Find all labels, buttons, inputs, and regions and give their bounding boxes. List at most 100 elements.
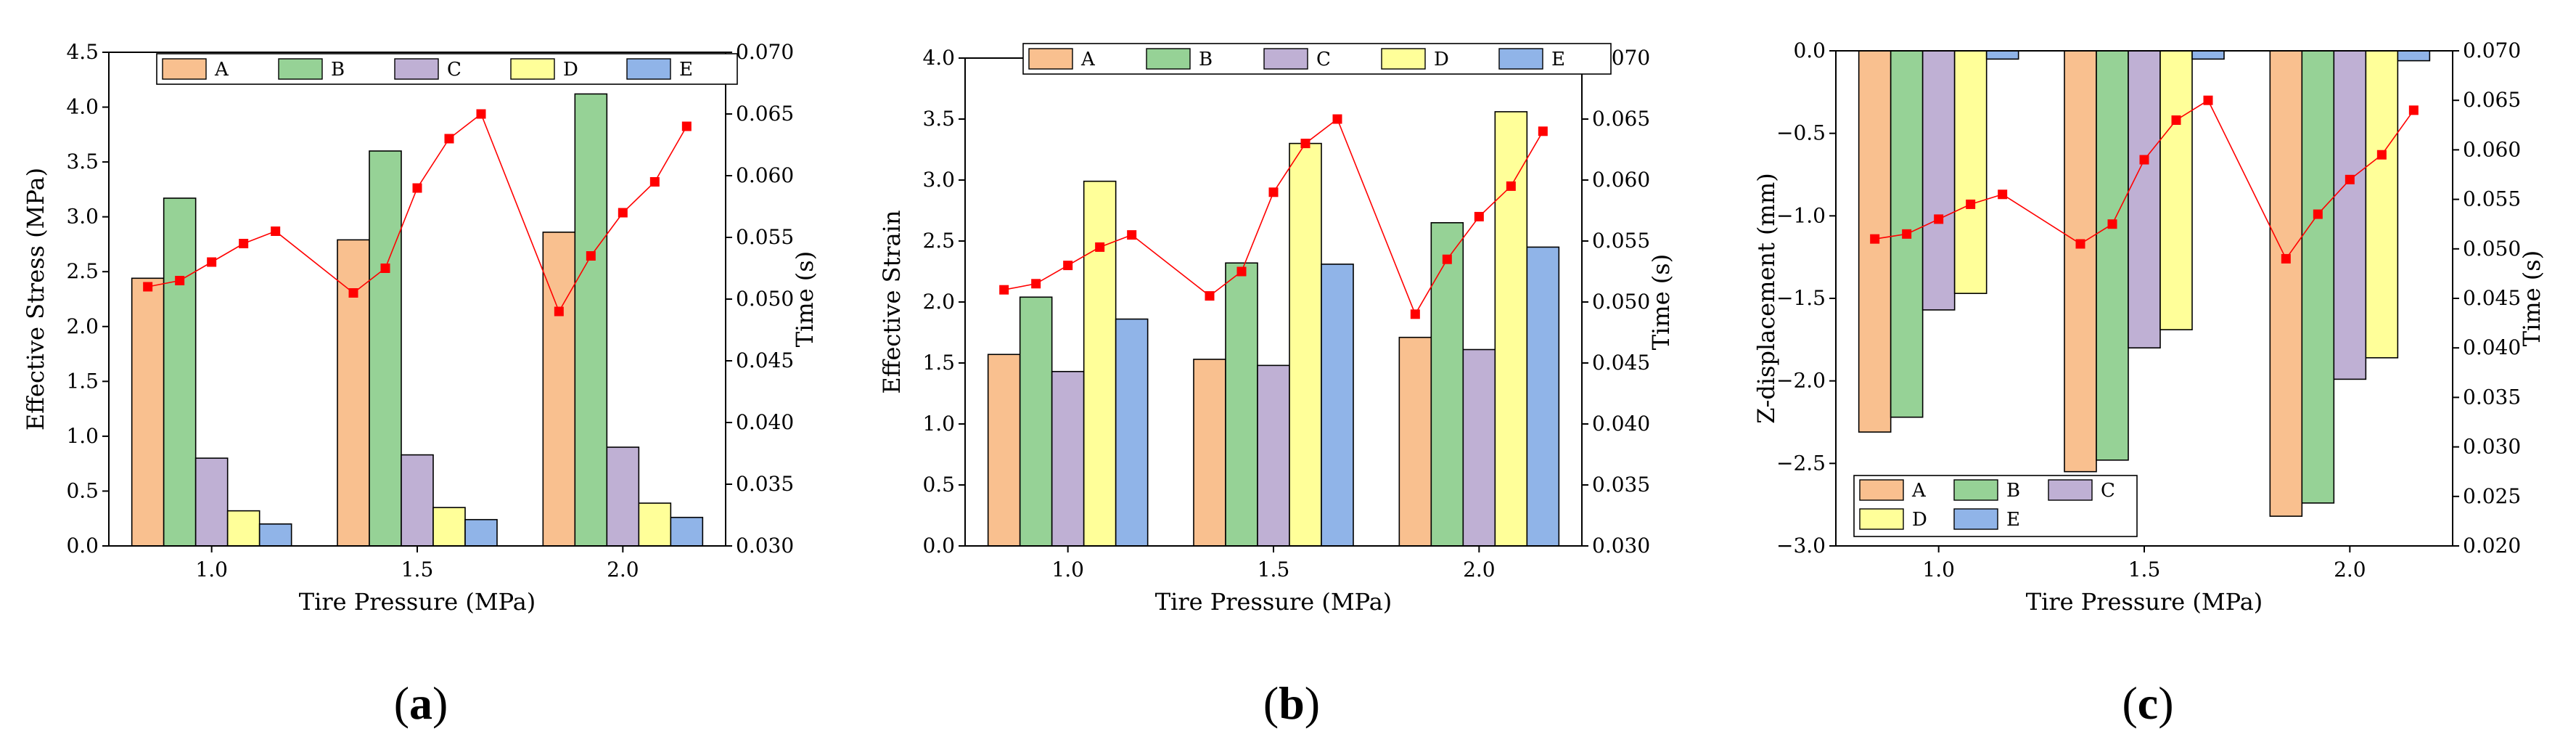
y2-axis-label: Time (s) <box>2518 250 2546 346</box>
time-series-marker <box>618 208 628 218</box>
chart-panel: 0.0 0.5 1.0 1.5 2.0 2.5 3.0 3.5 4.0 0.030 0.035 0.0… <box>878 43 1675 616</box>
legend-label: C <box>2101 480 2115 502</box>
y2-tick-label: 0.070 <box>736 40 794 64</box>
time-series-marker <box>1474 211 1484 221</box>
y2-tick-label: 0.050 <box>736 287 794 311</box>
time-series-marker <box>1095 242 1105 252</box>
legend-label: D <box>1912 509 1927 531</box>
y-tick-label: −0.5 <box>1776 121 1826 145</box>
bar <box>1985 50 2019 60</box>
y-tick-label: 3.0 <box>66 205 99 229</box>
x-tick-label: 2.0 <box>2334 558 2366 581</box>
time-series-marker <box>1127 230 1137 240</box>
bar <box>1921 50 1956 311</box>
time-series-marker <box>2345 174 2355 184</box>
y-tick-label: 0.5 <box>66 478 99 502</box>
bar <box>1225 262 1258 547</box>
time-series-marker <box>1236 266 1247 277</box>
y2-tick-label: 0.055 <box>2463 187 2521 211</box>
y2-tick-label: 0.040 <box>1592 412 1650 436</box>
bar <box>2301 50 2335 504</box>
legend-swatch <box>510 58 555 80</box>
legend-label: D <box>1434 49 1449 70</box>
time-series-marker <box>1442 254 1452 264</box>
bar <box>2333 50 2367 380</box>
chart-panel: −3.0 −2.5 −2.0 −1.5 −1.0 −0.5 0.0 0.020 0.025 0.0… <box>1752 38 2546 616</box>
y-tick-label: 0.0 <box>1793 38 1826 62</box>
legend-swatch <box>394 58 439 80</box>
time-series-marker <box>271 226 281 236</box>
legend-label: A <box>1911 480 1927 502</box>
y2-tick-label: 0.055 <box>736 225 794 249</box>
time-series-marker <box>175 276 185 285</box>
y-tick-label: 0.0 <box>922 534 955 558</box>
time-series-marker <box>412 183 422 193</box>
panel-label-paren: ) <box>432 677 448 729</box>
y-axis-label: Effective Strain <box>878 210 906 393</box>
chart-panel: 0.0 0.5 1.0 1.5 2.0 2.5 3.0 3.5 4.0 4.5 0.030 0.035… <box>22 40 819 616</box>
legend-swatch <box>278 58 323 80</box>
y-axis-label: Z-displacement (mm) <box>1752 173 1780 423</box>
time-series-marker <box>681 121 692 131</box>
time-series-marker <box>143 282 153 292</box>
panel-label-paren: ( <box>2122 677 2137 729</box>
y-tick-label: 2.5 <box>922 229 955 253</box>
y-tick-label: 2.0 <box>922 290 955 314</box>
time-series-marker <box>2281 253 2291 264</box>
bar <box>226 510 261 547</box>
time-series-marker <box>1998 189 2008 200</box>
time-series-marker <box>348 288 358 298</box>
legend-swatch <box>1953 508 1998 530</box>
bar <box>574 93 608 547</box>
legend-label: C <box>447 59 462 81</box>
time-series-marker <box>1902 229 1912 239</box>
bar <box>337 239 370 547</box>
x-axis-label: Tire Pressure (MPa) <box>1155 588 1392 616</box>
legend-label: B <box>2006 480 2020 502</box>
bar <box>1494 111 1528 547</box>
y-tick-label: 2.0 <box>66 314 99 338</box>
bar <box>369 150 402 547</box>
y-tick-label: −2.0 <box>1776 369 1826 393</box>
time-series-marker <box>2313 209 2323 219</box>
legend-swatch <box>1263 48 1308 70</box>
legend-swatch <box>1146 48 1191 70</box>
panel-label-paren: ) <box>2158 677 2173 729</box>
y2-axis-label: Time (s) <box>1647 254 1675 350</box>
bar <box>1051 370 1085 547</box>
legend-swatch <box>162 58 207 80</box>
time-series-marker <box>1300 139 1310 149</box>
legend-swatch <box>1953 479 1998 501</box>
bar <box>606 446 640 547</box>
legend: A B C D E <box>156 53 738 85</box>
y-tick-label: −3.0 <box>1776 534 1826 558</box>
x-tick-label: 1.0 <box>1922 558 1955 581</box>
time-series-marker <box>2075 239 2085 249</box>
bar <box>2064 50 2097 473</box>
panel-label-letter: c <box>2138 677 2158 729</box>
bar <box>163 197 197 547</box>
bar <box>638 502 672 547</box>
y2-tick-label: 0.045 <box>1592 351 1650 375</box>
panel-label-paren: ( <box>1263 677 1279 729</box>
time-series-marker <box>1870 234 1880 244</box>
bar <box>987 354 1021 547</box>
y-tick-label: 1.0 <box>922 412 955 436</box>
time-series-marker <box>999 285 1009 295</box>
y2-tick-label: 0.035 <box>736 472 794 496</box>
x-tick-label: 2.0 <box>607 558 639 581</box>
time-series-marker <box>2376 150 2387 160</box>
bar <box>1398 336 1432 547</box>
bar <box>2128 50 2161 349</box>
y2-tick-label: 0.045 <box>736 348 794 372</box>
y2-tick-label: 0.060 <box>736 163 794 187</box>
y2-tick-label: 0.040 <box>736 410 794 434</box>
x-tick-label: 1.0 <box>1051 558 1084 581</box>
bar <box>1526 246 1560 547</box>
y2-axis-label: Time (s) <box>791 251 819 347</box>
y2-tick-label: 0.050 <box>2463 237 2521 261</box>
bar <box>2159 50 2193 330</box>
bar <box>131 277 165 547</box>
y2-tick-label: 0.055 <box>1592 229 1650 253</box>
time-series-marker <box>207 257 217 267</box>
